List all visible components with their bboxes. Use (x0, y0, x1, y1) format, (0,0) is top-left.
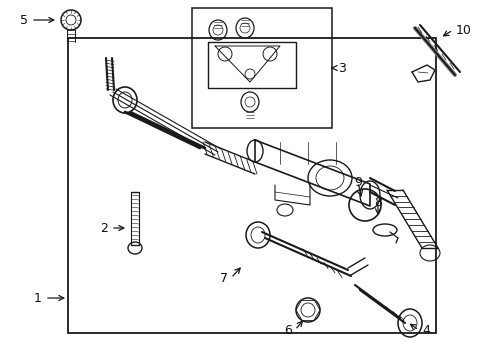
Bar (68, 38, 435, 333)
Text: 3: 3 (337, 62, 345, 75)
Text: 5: 5 (20, 13, 28, 27)
Text: 9: 9 (353, 175, 361, 189)
Text: 1: 1 (34, 292, 42, 305)
Bar (192, 8, 331, 128)
Text: 7: 7 (220, 271, 227, 284)
Text: 8: 8 (373, 195, 381, 208)
Text: 4: 4 (421, 324, 429, 337)
Text: 2: 2 (100, 221, 108, 234)
Text: 10: 10 (455, 23, 471, 36)
Text: 6: 6 (284, 324, 291, 337)
